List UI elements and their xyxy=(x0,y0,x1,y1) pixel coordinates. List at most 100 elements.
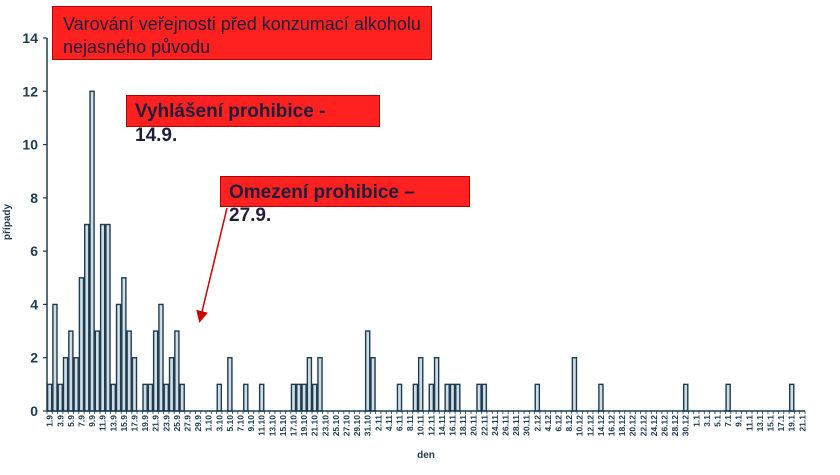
x-tick-label: 5.9 xyxy=(66,415,76,427)
y-tick-label: 8 xyxy=(30,190,38,206)
bar-1.11 xyxy=(370,357,376,412)
bar-8.10 xyxy=(243,383,249,412)
x-tick-label: 24.12 xyxy=(649,415,659,437)
x-tick-label: 26.12 xyxy=(660,415,670,437)
bar-12.9 xyxy=(105,223,111,412)
bar-2.12 xyxy=(534,383,541,412)
bar-3.10 xyxy=(216,383,223,412)
bar-13.9 xyxy=(110,383,117,412)
x-tick-label: 13.10 xyxy=(267,415,277,437)
x-tick-label: 29.10 xyxy=(352,415,362,437)
y-axis-label: případy xyxy=(2,204,13,241)
bar-18.10 xyxy=(296,383,302,412)
x-tick-label: 31.10 xyxy=(363,415,373,437)
bar-23.9 xyxy=(163,383,170,412)
annotation-public-warning: Varování veřejnosti před konzumací alkoh… xyxy=(52,6,432,60)
x-tick-label: 27.9 xyxy=(182,415,192,432)
x-tick-label: 6.11 xyxy=(394,415,404,431)
bar-8.9 xyxy=(84,223,90,412)
x-axis-label: den xyxy=(417,450,435,461)
x-tick-label: 10.11 xyxy=(416,415,426,436)
x-tick-label: 7.9 xyxy=(76,415,86,427)
bar-2.9 xyxy=(52,303,58,412)
x-axis: 1.9 3.9 5.9 7.9 9.9 11.9 13.9 15.9 17.9 19.9 21.9 2… xyxy=(45,410,807,437)
bar-14.9 xyxy=(115,303,122,412)
x-tick-label: 7.1 xyxy=(723,415,733,427)
bar-14.12 xyxy=(598,383,604,412)
x-tick-label: 22.11 xyxy=(479,415,489,436)
bar-5.10 xyxy=(227,357,233,412)
bar-26.9 xyxy=(179,383,185,412)
x-tick-label: 25.10 xyxy=(331,415,341,437)
x-tick-label: 5.1 xyxy=(713,415,723,427)
bar-3.9 xyxy=(57,383,64,412)
x-tick-label: 3.1 xyxy=(702,415,712,427)
x-tick-label: 15.10 xyxy=(278,415,288,437)
x-tick-label: 30.12 xyxy=(681,415,691,437)
x-tick-label: 12.11 xyxy=(426,415,436,436)
x-tick-label: 29.9 xyxy=(193,415,203,432)
x-tick-label: 20.11 xyxy=(469,415,479,436)
x-tick-label: 3.10 xyxy=(214,415,224,432)
bar-17.9 xyxy=(131,357,138,412)
y-tick-label: 10 xyxy=(22,137,38,153)
x-tick-label: 5.10 xyxy=(225,415,235,432)
bar-20.10 xyxy=(306,357,313,412)
x-tick-label: 18.11 xyxy=(458,415,468,436)
x-tick-label: 19.9 xyxy=(140,415,150,432)
x-tick-label: 16.12 xyxy=(607,415,617,437)
bars xyxy=(46,90,795,412)
bar-7.1 xyxy=(725,383,731,412)
y-tick-label: 6 xyxy=(30,243,38,259)
bar-31.10 xyxy=(364,330,371,412)
x-tick-label: 4.12 xyxy=(543,415,553,432)
y-tick-label: 14 xyxy=(22,30,38,46)
bar-17.10 xyxy=(290,383,297,412)
bar-1.9 xyxy=(46,383,53,412)
x-tick-label: 2.12 xyxy=(532,415,542,432)
x-tick-label: 11.1 xyxy=(744,415,754,431)
x-tick-label: 26.11 xyxy=(501,415,511,436)
x-tick-label: 2.11 xyxy=(373,415,383,431)
x-tick-label: 13.1 xyxy=(755,415,765,432)
bar-15.9 xyxy=(121,277,127,412)
bar-22.9 xyxy=(158,303,164,412)
bar-16.9 xyxy=(126,330,132,412)
x-tick-label: 14.11 xyxy=(437,415,447,436)
bar-11.9 xyxy=(99,223,106,412)
x-tick-label: 13.9 xyxy=(108,415,118,432)
x-tick-label: 14.12 xyxy=(596,415,606,437)
x-tick-label: 21.10 xyxy=(310,415,320,437)
x-tick-label: 6.12 xyxy=(554,415,564,432)
x-tick-label: 19.1 xyxy=(787,415,797,432)
x-tick-label: 10.12 xyxy=(575,415,585,437)
bar-21.9 xyxy=(152,330,159,412)
x-tick-label: 27.10 xyxy=(341,415,351,437)
bar-30.12 xyxy=(682,383,689,412)
bar-22.10 xyxy=(317,357,323,412)
bar-9.11 xyxy=(412,383,419,412)
x-tick-label: 22.12 xyxy=(638,415,648,437)
annotation-prohibition-limited: Omezení prohibice – 27.9. xyxy=(220,176,470,226)
x-tick-label: 28.11 xyxy=(511,415,521,436)
x-tick-label: 23.10 xyxy=(320,415,330,437)
x-tick-label: 21.1 xyxy=(797,415,807,432)
bar-15.11 xyxy=(444,383,450,412)
bar-10.11 xyxy=(417,357,424,412)
x-tick-label: 11.10 xyxy=(257,415,267,436)
x-tick-label: 11.9 xyxy=(98,415,108,431)
x-tick-label: 12.12 xyxy=(585,415,595,437)
bar-19.10 xyxy=(301,383,307,412)
bar-11.10 xyxy=(258,383,265,412)
x-tick-label: 1.9 xyxy=(45,415,55,427)
y-tick-label: 0 xyxy=(30,403,38,419)
bar-22.11 xyxy=(481,383,488,412)
x-tick-label: 15.9 xyxy=(119,415,129,432)
x-tick-label: 9.9 xyxy=(87,415,97,427)
x-tick-label: 8.12 xyxy=(564,415,574,432)
bar-19.1 xyxy=(788,383,795,412)
bar-4.9 xyxy=(62,357,69,412)
x-tick-label: 20.12 xyxy=(628,415,638,437)
x-tick-label: 18.12 xyxy=(617,415,627,437)
